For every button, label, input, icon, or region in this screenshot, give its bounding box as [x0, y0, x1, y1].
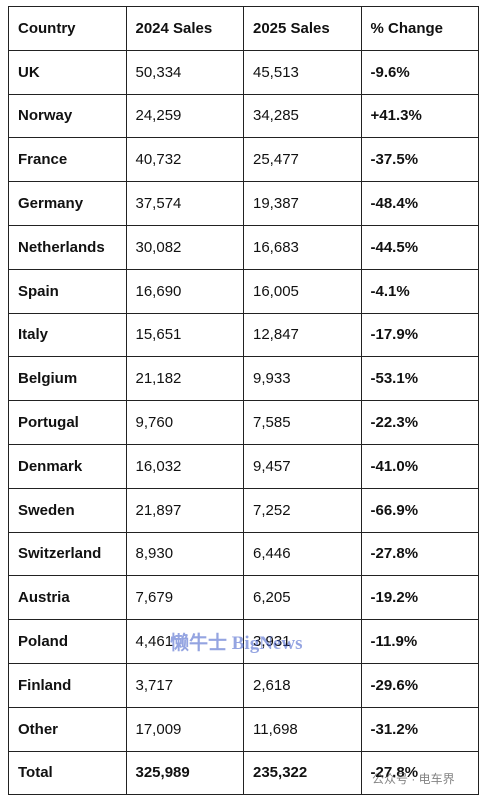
body-row: Denmark 16,032 9,457 -41.0%	[8, 443, 479, 489]
table-cell: 2025 Sales	[243, 6, 362, 51]
table-cell: -4.1%	[360, 268, 479, 314]
table-cell: 2024 Sales	[125, 6, 244, 51]
table-cell: 9,933	[243, 356, 362, 402]
table-cell: 2,618	[243, 662, 362, 708]
table-cell: 34,285	[243, 93, 362, 139]
body-row: Finland 3,717 2,618 -29.6%	[8, 662, 479, 708]
table-cell: -27.8%	[360, 531, 479, 577]
body-row: Poland 4,461 3,931 -11.9%	[8, 619, 479, 664]
table-cell: 9,760	[125, 400, 244, 445]
table-cell: Other	[8, 706, 127, 752]
table-cell: 6,205	[243, 575, 362, 621]
body-row: Netherlands 30,082 16,683 -44.5%	[8, 224, 479, 270]
table-cell: 16,005	[243, 268, 362, 314]
table-cell: 11,698	[243, 706, 362, 752]
table-cell: -48.4%	[360, 181, 479, 226]
table-cell: 4,461	[125, 619, 244, 664]
table-cell: Netherlands	[8, 224, 127, 270]
table-cell: 50,334	[125, 49, 244, 95]
table-cell: Germany	[8, 181, 127, 226]
table-cell: 16,690	[125, 268, 244, 314]
table-cell: -11.9%	[360, 619, 479, 664]
table-cell: 21,897	[125, 487, 244, 533]
table-cell: 17,009	[125, 706, 244, 752]
table-cell: Poland	[8, 619, 127, 664]
table-cell: -37.5%	[360, 137, 479, 183]
table-cell: 25,477	[243, 137, 362, 183]
table-cell: Country	[8, 6, 127, 51]
body-row: Other 17,009 11,698 -31.2%	[8, 706, 479, 752]
body-row: Sweden 21,897 7,252 -66.9%	[8, 487, 479, 533]
table-cell: 40,732	[125, 137, 244, 183]
table-cell: -29.6%	[360, 662, 479, 708]
table-cell: Finland	[8, 662, 127, 708]
table-cell: Total	[8, 750, 127, 796]
table-cell: 37,574	[125, 181, 244, 226]
sales-table: Country 2024 Sales 2025 Sales% Change UK 50,…	[8, 6, 479, 796]
table-cell: 21,182	[125, 356, 244, 402]
body-row: Spain 16,690 16,005 -4.1%	[8, 268, 479, 314]
table-cell: Switzerland	[8, 531, 127, 577]
table-cell: -41.0%	[360, 443, 479, 489]
table-cell: -53.1%	[360, 356, 479, 402]
table-cell: 15,651	[125, 312, 244, 358]
table-cell: 8,930	[125, 531, 244, 577]
table-cell: Denmark	[8, 443, 127, 489]
table-cell: 235,322	[243, 750, 362, 796]
table-cell: 12,847	[243, 312, 362, 358]
table-cell: Norway	[8, 93, 127, 139]
table-cell: Sweden	[8, 487, 127, 533]
head-row: Country 2024 Sales 2025 Sales% Change	[8, 6, 479, 51]
table-cell: Portugal	[8, 400, 127, 445]
body-row: Germany 37,574 19,387 -48.4%	[8, 181, 479, 226]
body-row: Switzerland 8,930 6,446 -27.8%	[8, 531, 479, 577]
table-cell: -22.3%	[360, 400, 479, 445]
table-cell: +41.3%	[360, 93, 479, 139]
table-cell: -66.9%	[360, 487, 479, 533]
table-cell: Belgium	[8, 356, 127, 402]
body-row: Italy 15,651 12,847 -17.9%	[8, 312, 479, 358]
table-cell: France	[8, 137, 127, 183]
table-cell: 19,387	[243, 181, 362, 226]
table-cell: 45,513	[243, 49, 362, 95]
table-cell: 7,679	[125, 575, 244, 621]
table-cell: 7,252	[243, 487, 362, 533]
table-cell: 7,585	[243, 400, 362, 445]
table-cell: 3,931	[243, 619, 362, 664]
total-row: Total 325,989 235,322 -27.8%	[8, 750, 479, 796]
table-cell: 16,683	[243, 224, 362, 270]
table-cell: 16,032	[125, 443, 244, 489]
table-cell: -31.2%	[360, 706, 479, 752]
body-row: Norway 24,259 34,285 +41.3%	[8, 93, 479, 139]
body-row: France 40,732 25,477 -37.5%	[8, 137, 479, 183]
table-cell: -44.5%	[360, 224, 479, 270]
body-row: Portugal 9,760 7,585 -22.3%	[8, 400, 479, 445]
body-row: UK 50,334 45,513 -9.6%	[8, 49, 479, 95]
table-cell: 325,989	[125, 750, 244, 796]
table-cell: Italy	[8, 312, 127, 358]
table-cell: 3,717	[125, 662, 244, 708]
table-cell: Austria	[8, 575, 127, 621]
table-cell: -9.6%	[360, 49, 479, 95]
table-cell: -19.2%	[360, 575, 479, 621]
table-cell: 6,446	[243, 531, 362, 577]
body-row: Belgium 21,182 9,933 -53.1%	[8, 356, 479, 402]
body-row: Austria 7,679 6,205 -19.2%	[8, 575, 479, 621]
table-cell: 30,082	[125, 224, 244, 270]
table-cell: Spain	[8, 268, 127, 314]
table-cell: % Change	[360, 6, 479, 51]
table-cell: UK	[8, 49, 127, 95]
table-cell: -27.8%	[360, 750, 479, 796]
table-cell: 9,457	[243, 443, 362, 489]
table-cell: -17.9%	[360, 312, 479, 358]
table-cell: 24,259	[125, 93, 244, 139]
